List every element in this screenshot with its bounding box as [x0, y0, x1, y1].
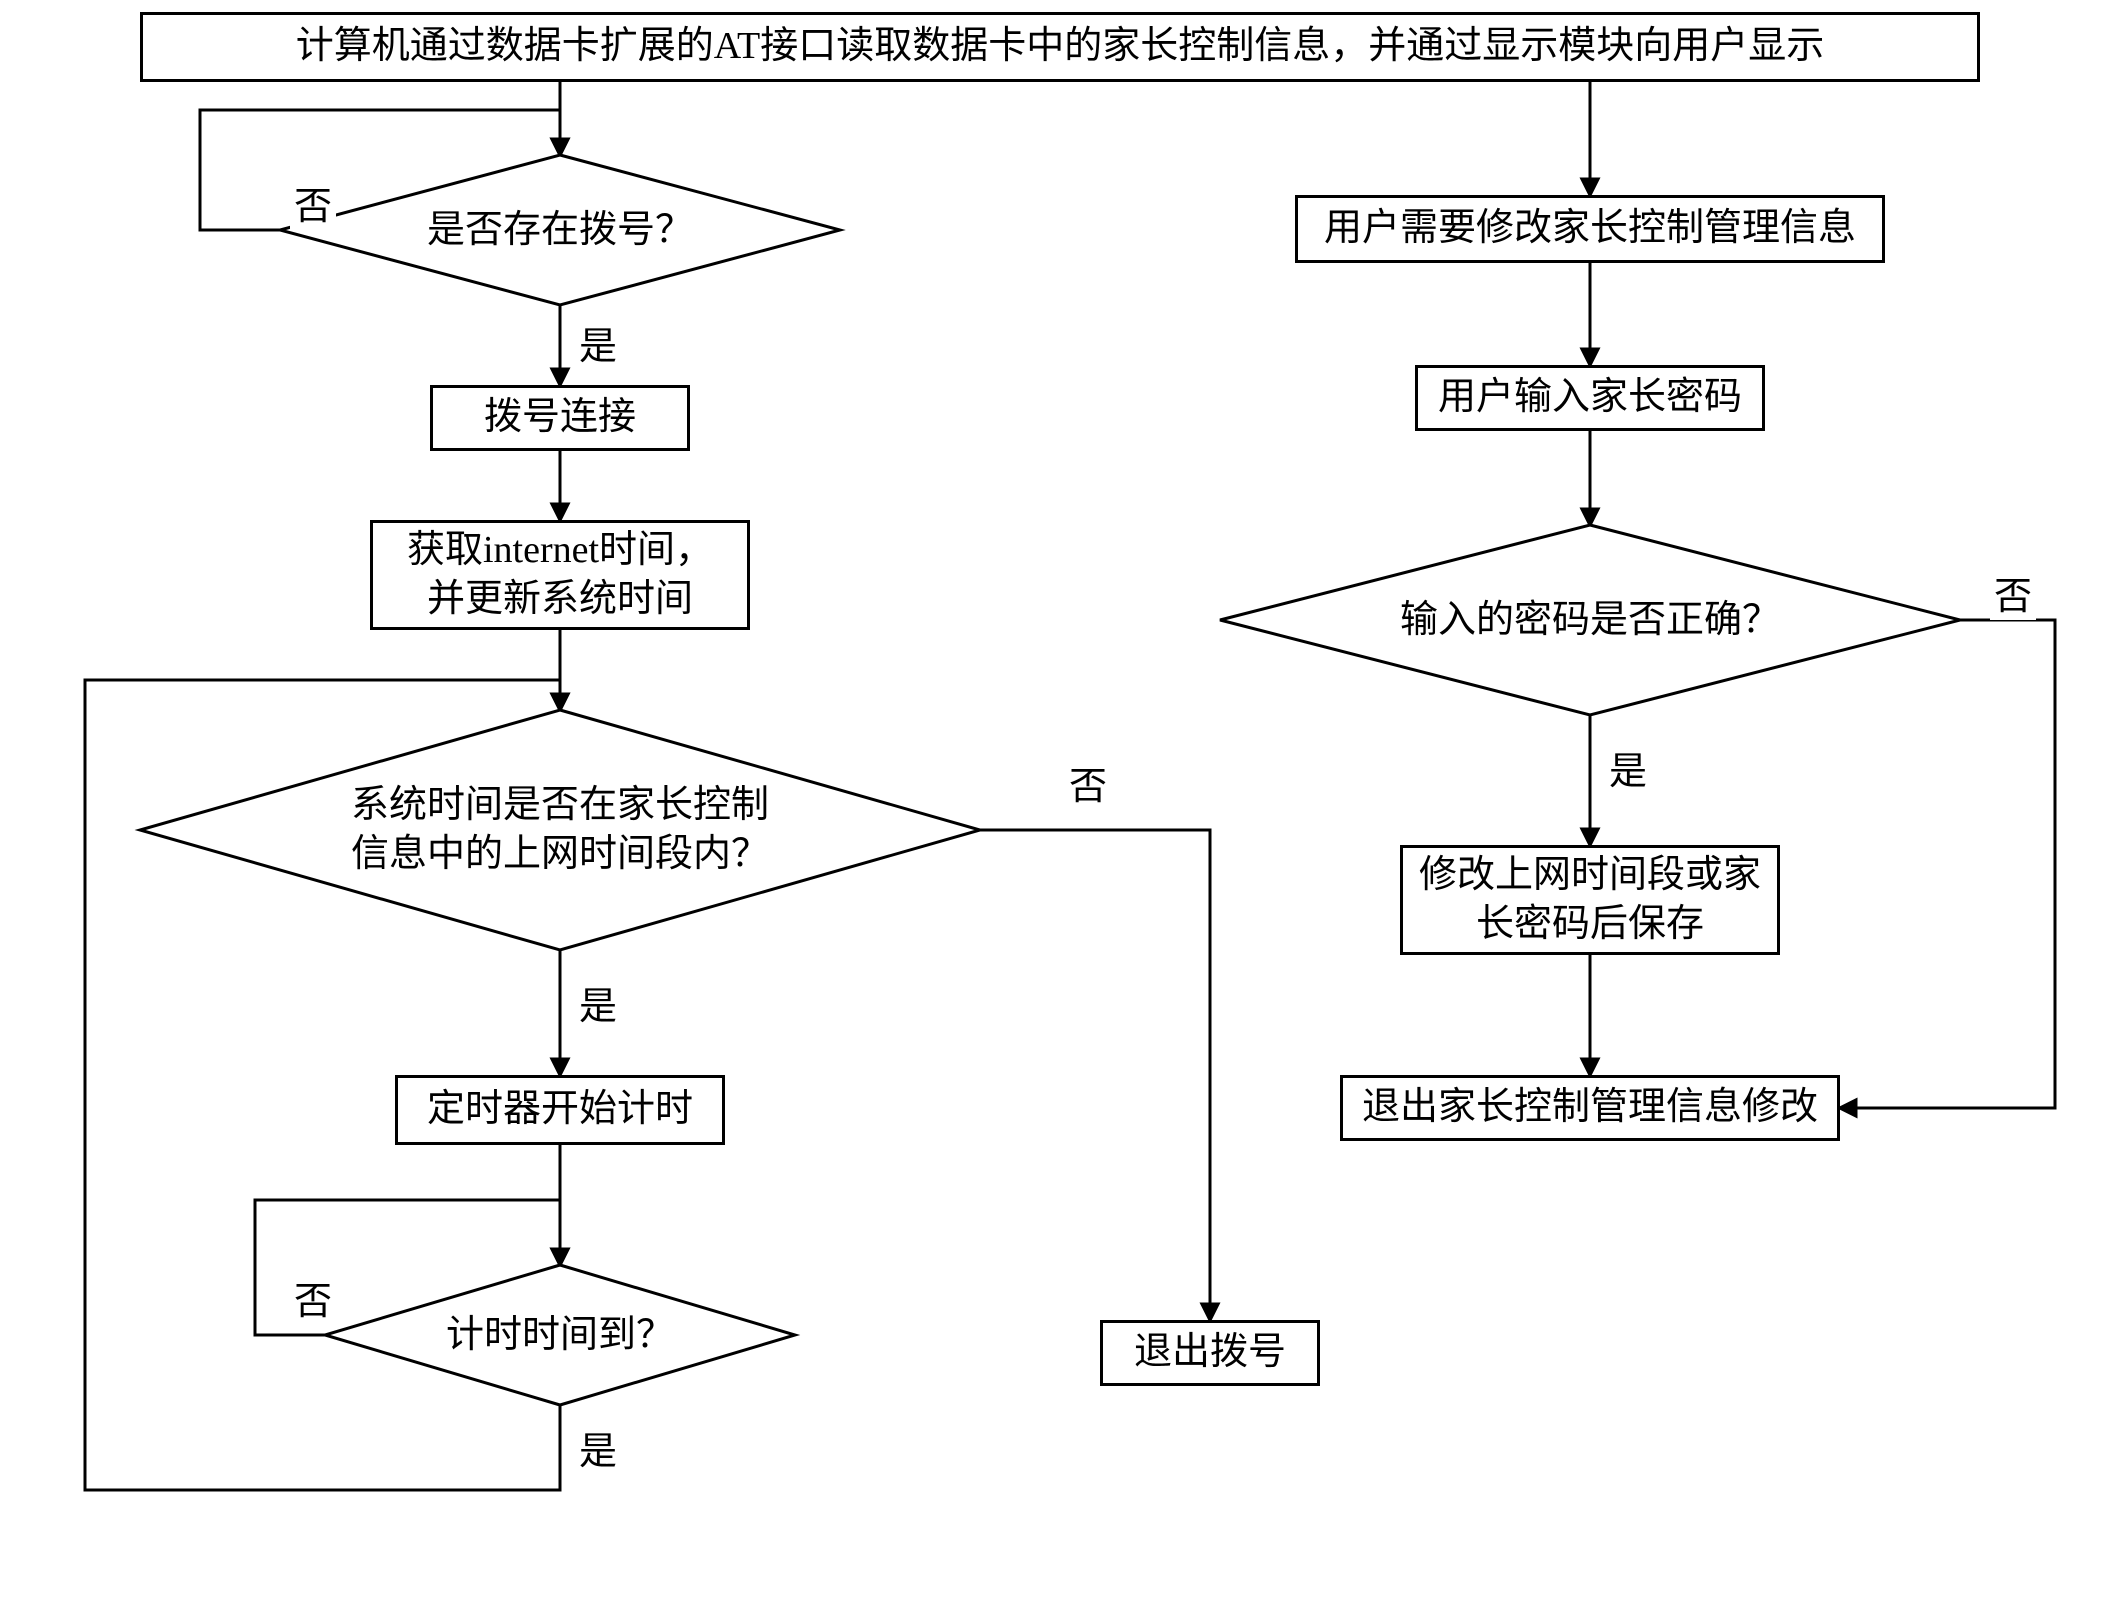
decision-label-d_inwindow: 系统时间是否在家长控制信息中的上网时间段内？ — [140, 781, 980, 880]
decision-label-d_dial: 是否存在拨号？ — [280, 206, 840, 255]
edge-label-0: 否 — [290, 175, 336, 230]
process-p_modsave: 修改上网时间段或家长密码后保存 — [1400, 845, 1780, 955]
edge-label-2: 否 — [1065, 755, 1111, 810]
edge-label-7: 是 — [1605, 740, 1651, 795]
edge-label-1: 是 — [575, 315, 621, 370]
process-p_connect: 拨号连接 — [430, 385, 690, 451]
flowchart-canvas: 计算机通过数据卡扩展的AT接口读取数据卡中的家长控制信息，并通过显示模块向用户显… — [0, 0, 2126, 1603]
process-p_gettime: 获取internet时间，并更新系统时间 — [370, 520, 750, 630]
process-p_timer: 定时器开始计时 — [395, 1075, 725, 1145]
edge-label-5: 是 — [575, 1420, 621, 1475]
process-p_exitdial: 退出拨号 — [1100, 1320, 1320, 1386]
process-top: 计算机通过数据卡扩展的AT接口读取数据卡中的家长控制信息，并通过显示模块向用户显… — [140, 12, 1980, 82]
process-p_needmod: 用户需要修改家长控制管理信息 — [1295, 195, 1885, 263]
process-p_exitmod: 退出家长控制管理信息修改 — [1340, 1075, 1840, 1141]
edge-label-4: 否 — [290, 1270, 336, 1325]
decision-label-d_timeup: 计时时间到？ — [325, 1311, 795, 1360]
process-p_inputpw: 用户输入家长密码 — [1415, 365, 1765, 431]
decision-label-d_pwok: 输入的密码是否正确？ — [1220, 596, 1960, 645]
edge-label-3: 是 — [575, 975, 621, 1030]
edge-label-6: 否 — [1990, 565, 2036, 620]
